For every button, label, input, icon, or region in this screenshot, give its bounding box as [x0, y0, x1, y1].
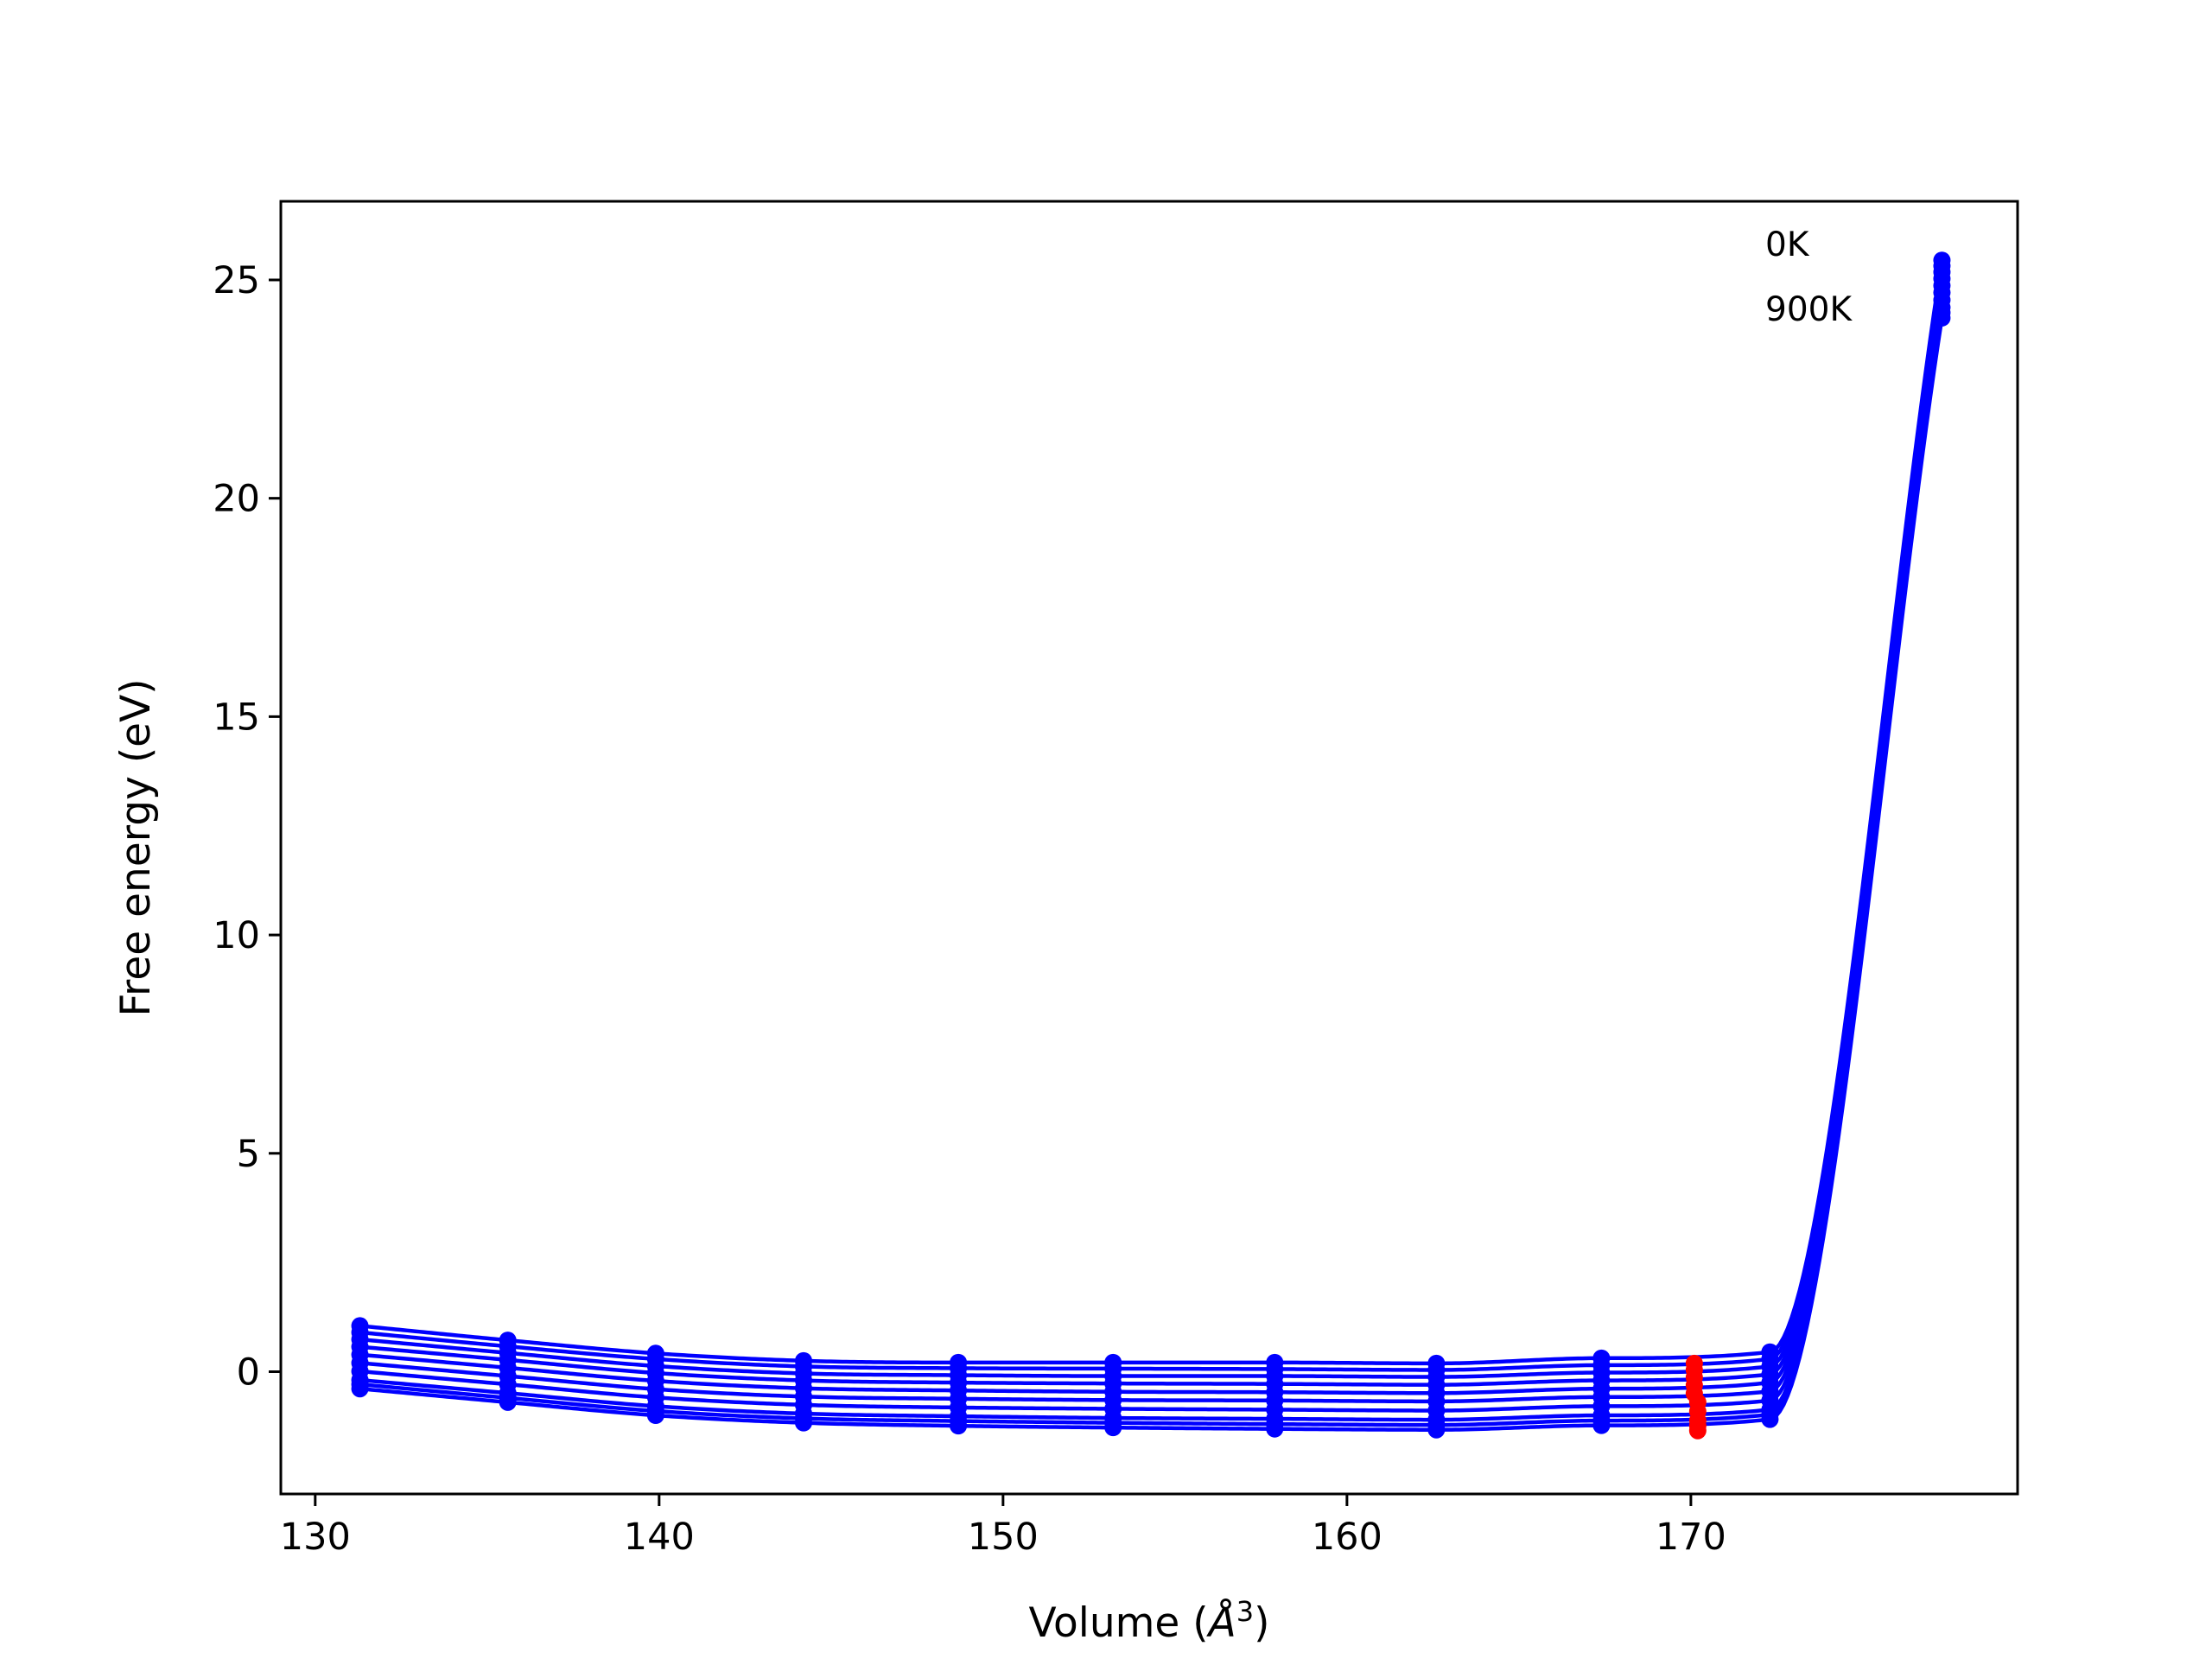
x-axis-unit: Å	[1206, 1599, 1236, 1647]
y-tick-label: 0	[237, 1351, 260, 1394]
x-axis-label: Volume (Å3)	[1029, 1595, 1270, 1647]
x-tick-label: 140	[624, 1516, 695, 1559]
x-tick-label: 150	[968, 1516, 1039, 1559]
series-line-300K	[359, 278, 1944, 1387]
data-point	[1104, 1419, 1122, 1437]
data-point	[646, 1407, 664, 1425]
annotation-900k: 900K	[1765, 290, 1853, 329]
y-tick-label: 20	[213, 478, 260, 521]
series-line-900K	[359, 317, 1944, 1432]
series-line-800K	[359, 312, 1944, 1427]
x-axis: 130 140 150 160 170	[280, 1494, 1726, 1559]
annotation-0k: 0K	[1765, 226, 1810, 264]
series-line-100K	[359, 265, 1944, 1372]
x-tick-label: 160	[1312, 1516, 1382, 1559]
y-tick-label: 10	[213, 914, 260, 957]
data-point	[1592, 1416, 1611, 1434]
series-line-200K	[359, 271, 1944, 1379]
y-axis-label: Free energy (eV)	[112, 678, 160, 1016]
data-point	[1266, 1420, 1284, 1438]
series-line-700K	[359, 307, 1944, 1422]
y-axis: 0 5 10 15 20 25	[213, 259, 281, 1394]
minima-layer	[1685, 1354, 1707, 1440]
data-point	[950, 1417, 968, 1435]
series-line-400K	[359, 285, 1944, 1395]
series-layer	[359, 259, 1944, 1432]
data-point	[794, 1414, 812, 1432]
data-point	[499, 1393, 517, 1411]
x-tick-label: 130	[280, 1516, 351, 1559]
x-axis-unit-exponent: 3	[1236, 1595, 1254, 1628]
x-axis-label-text: Volume	[1029, 1599, 1180, 1647]
series-line-500K	[359, 292, 1944, 1404]
data-point	[1761, 1410, 1779, 1428]
y-tick-label: 15	[213, 696, 260, 739]
series-line-600K	[359, 299, 1944, 1413]
data-point	[1933, 308, 1951, 327]
y-tick-label: 25	[213, 259, 260, 302]
series-line-0K	[359, 259, 1944, 1366]
data-point	[1427, 1421, 1446, 1439]
points-layer	[351, 251, 1951, 1439]
x-tick-label: 170	[1656, 1516, 1726, 1559]
plot-frame	[279, 200, 2019, 1496]
minimum-point	[1688, 1421, 1707, 1440]
data-point	[351, 1380, 369, 1398]
y-tick-label: 5	[237, 1133, 260, 1176]
